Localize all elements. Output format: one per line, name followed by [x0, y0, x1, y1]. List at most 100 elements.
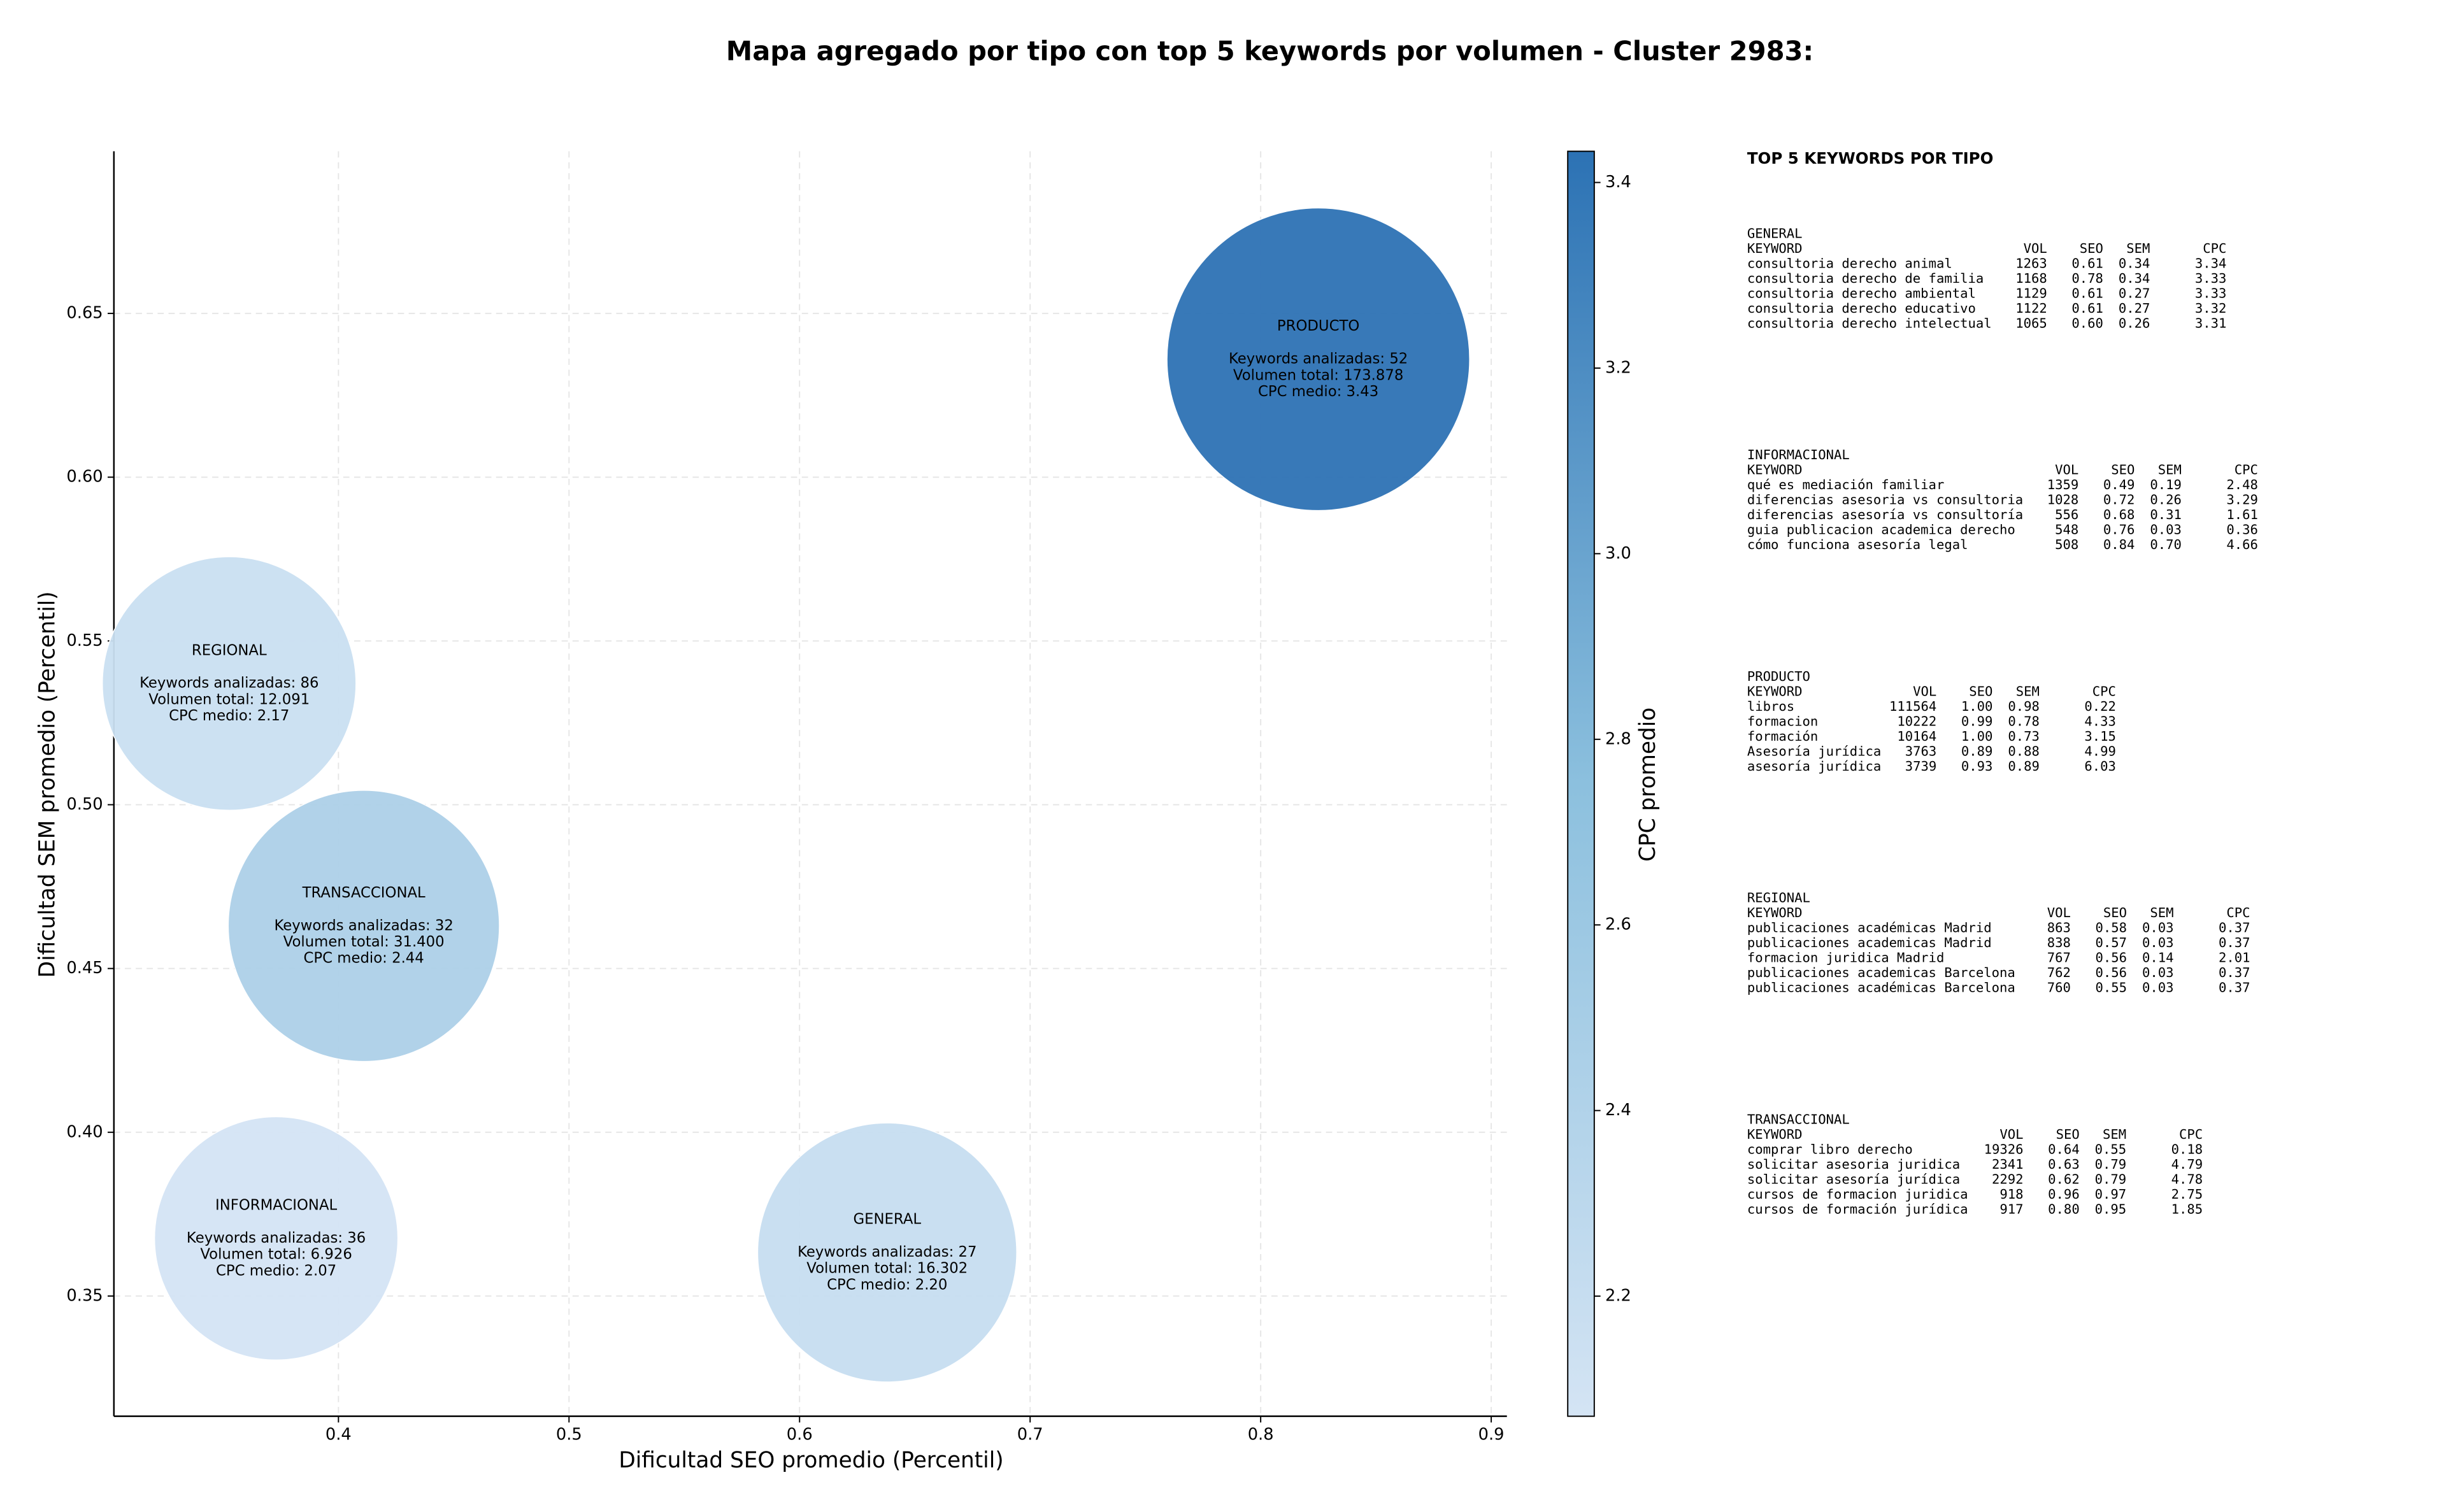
table-cell: 1.00: [1961, 729, 1993, 744]
table-cell: 1263: [2015, 255, 2047, 271]
column-header: SEO: [2111, 462, 2135, 478]
table-cell: 4.79: [2171, 1157, 2203, 1172]
table-cell: 548: [2055, 522, 2078, 538]
column-header: SEM: [2016, 683, 2040, 699]
table-cell: guia publicacion academica derecho: [1747, 522, 2015, 538]
column-header: SEM: [2126, 241, 2150, 256]
table-cell: comprar libro derecho: [1747, 1141, 1913, 1157]
column-header: VOL: [1913, 683, 1936, 699]
table-cell: 4.33: [2084, 713, 2116, 729]
bubble-label: Volumen total: 6.926: [200, 1246, 352, 1263]
bubble-name: GENERAL: [853, 1211, 921, 1228]
table-cell: 0.19: [2150, 477, 2182, 492]
table-cell: diferencias asesoría vs consultoría: [1747, 507, 2023, 522]
table-cell: 19326: [1984, 1141, 2024, 1157]
x-axis-label: Dificultad SEO promedio (Percentil): [619, 1448, 1003, 1473]
table-cell: 3739: [1905, 759, 1937, 774]
y-axis-label: Dificultad SEM promedio (Percentil): [34, 591, 60, 978]
x-tick-label: 0.6: [787, 1425, 813, 1444]
table-cell: 1122: [2015, 301, 2047, 316]
table-cell: libros: [1747, 699, 1794, 714]
table-cell: 0.79: [2095, 1171, 2127, 1187]
column-header: SEM: [2103, 1127, 2126, 1142]
table-cell: 1.85: [2171, 1201, 2203, 1216]
chart-title: Mapa agregado por tipo con top 5 keyword…: [726, 35, 1813, 66]
table-cell: solicitar asesoría jurídica: [1747, 1171, 1960, 1187]
table-cell: 0.62: [2048, 1171, 2080, 1187]
x-tick-label: 0.5: [556, 1425, 582, 1444]
column-header: SEO: [2056, 1127, 2080, 1142]
table-cell: 0.61: [2071, 301, 2103, 316]
table-cell: 918: [1999, 1187, 2023, 1202]
table-cell: 0.80: [2048, 1201, 2080, 1216]
table-cell: 0.34: [2119, 255, 2150, 271]
table-cell: 838: [2047, 935, 2071, 950]
table-cell: publicaciones académicas Barcelona: [1747, 980, 2015, 995]
table-cell: 0.37: [2219, 935, 2250, 950]
table-cell: 1129: [2015, 285, 2047, 301]
table-cell: 1.61: [2226, 507, 2258, 522]
bubble-label: CPC medio: 2.44: [304, 950, 424, 967]
y-tick-label: 0.55: [66, 631, 103, 650]
column-header: CPC: [2203, 241, 2226, 256]
table-cell: 3.33: [2195, 285, 2227, 301]
y-tick-label: 0.50: [66, 795, 103, 814]
column-header: SEO: [2103, 905, 2127, 920]
table-cell: asesoría jurídica: [1747, 759, 1881, 774]
bubble: [227, 790, 500, 1062]
column-header: VOL: [2047, 905, 2071, 920]
table-cell: 917: [1999, 1201, 2023, 1216]
bubble: [757, 1122, 1017, 1383]
table-cell: 0.14: [2142, 950, 2174, 966]
y-tick-label: 0.45: [66, 959, 103, 978]
table-cell: 556: [2055, 507, 2078, 522]
table-cell: cursos de formacion juridica: [1747, 1187, 1968, 1202]
table-cell: 0.49: [2103, 477, 2135, 492]
table-cell: 0.31: [2150, 507, 2182, 522]
table-cell: 0.72: [2103, 492, 2135, 508]
table-cell: 10222: [1897, 713, 1936, 729]
colorbar-tick-label: 2.4: [1605, 1101, 1631, 1120]
table-cell: 0.27: [2119, 285, 2150, 301]
table-cell: 0.98: [2008, 699, 2040, 714]
column-header: SEO: [1969, 683, 1992, 699]
table-cell: 111564: [1889, 699, 1936, 714]
y-tick-label: 0.60: [66, 467, 103, 487]
column-header: KEYWORD: [1747, 1127, 1803, 1142]
y-tick-label: 0.35: [66, 1286, 103, 1305]
y-tick-label: 0.65: [66, 304, 103, 323]
table-cell: 4.66: [2226, 537, 2258, 552]
table-cell: 2.75: [2171, 1187, 2203, 1202]
bubble-label: Volumen total: 12.091: [148, 691, 310, 708]
bubble-name: INFORMACIONAL: [215, 1197, 338, 1213]
colorbar-tick-label: 2.2: [1605, 1287, 1631, 1306]
panel-title: TOP 5 KEYWORDS POR TIPO: [1747, 149, 1994, 168]
column-header: KEYWORD: [1747, 905, 1803, 920]
table-cell: 0.36: [2226, 522, 2258, 538]
table-cell: 2.48: [2226, 477, 2258, 492]
table-cell: cursos de formación jurídica: [1747, 1201, 1968, 1216]
bubble-label: CPC medio: 2.17: [169, 708, 289, 724]
column-header: CPC: [2235, 462, 2258, 478]
table-cell: 0.37: [2219, 920, 2250, 936]
table-cell: 0.55: [2096, 980, 2128, 995]
bubble-label: Keywords analizadas: 32: [274, 917, 453, 934]
table-cell: 0.58: [2096, 920, 2128, 936]
table-cell: 0.03: [2142, 980, 2174, 995]
table-cell: 0.37: [2219, 965, 2250, 980]
table-cell: 0.56: [2096, 965, 2128, 980]
table-cell: 1168: [2015, 271, 2047, 286]
x-tick-label: 0.4: [325, 1425, 352, 1444]
table-cell: 3.15: [2084, 729, 2116, 744]
table-cell: Asesoría jurídica: [1747, 743, 1881, 759]
bubble-label: CPC medio: 2.07: [216, 1262, 336, 1279]
table-cell: 0.78: [2071, 271, 2103, 286]
column-header: CPC: [2179, 1127, 2203, 1142]
x-tick-label: 0.7: [1017, 1425, 1043, 1444]
table-cell: 0.79: [2095, 1157, 2127, 1172]
table-cell: 0.27: [2119, 301, 2150, 316]
table-cell: 0.89: [2008, 759, 2040, 774]
table-cell: publicaciones académicas Madrid: [1747, 920, 1992, 936]
table-cell: 508: [2055, 537, 2078, 552]
